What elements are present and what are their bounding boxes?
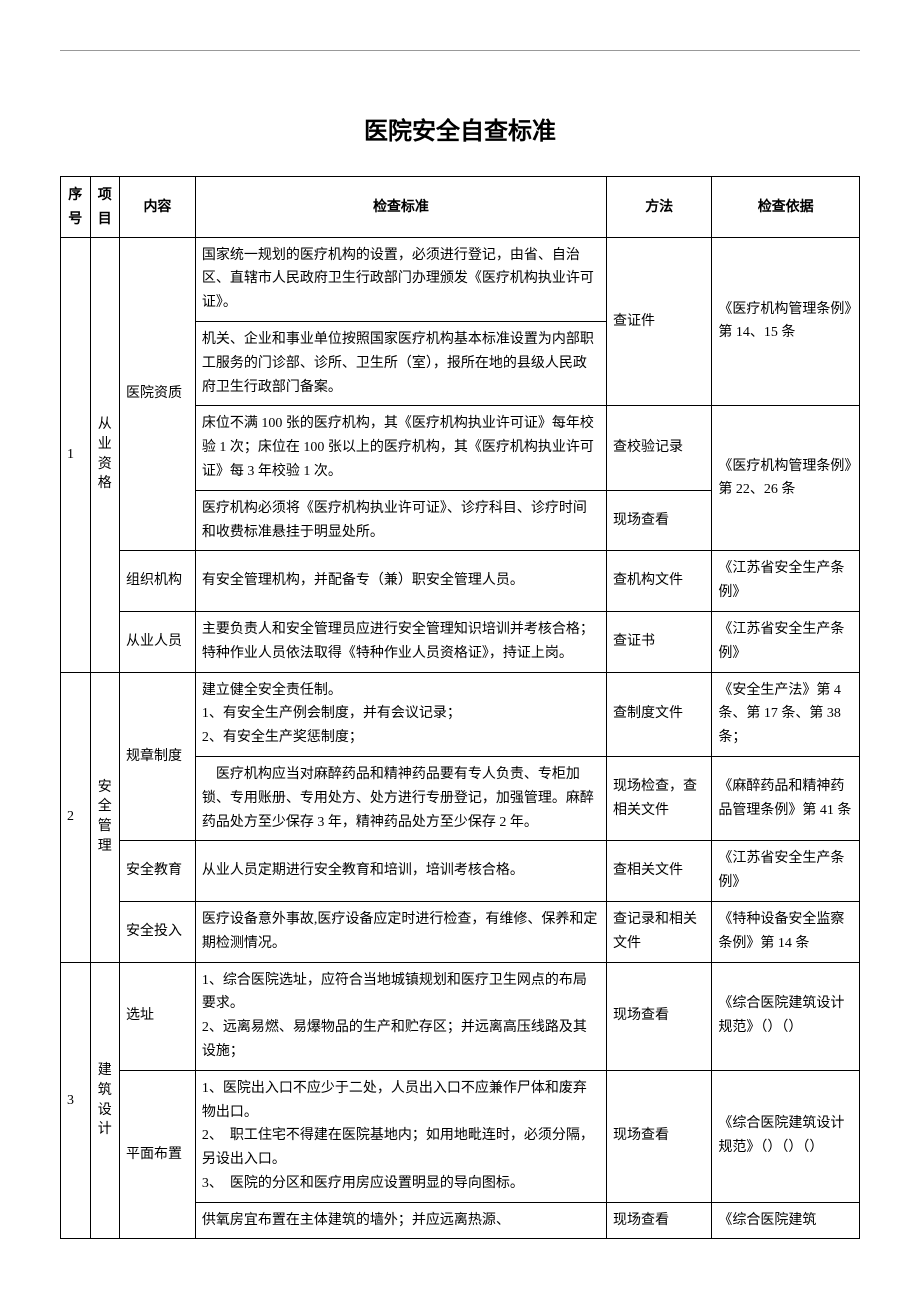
method-cell: 查记录和相关文件 bbox=[606, 901, 711, 962]
standard-cell: 床位不满 100 张的医疗机构，其《医疗机构执业许可证》每年校验 1 次；床位在… bbox=[195, 406, 606, 490]
content-cell: 安全投入 bbox=[120, 901, 196, 962]
basis-cell: 《江苏省安全生产条例》 bbox=[712, 611, 860, 672]
page-title: 医院安全自查标准 bbox=[60, 111, 860, 146]
table-body: 1从业资格医院资质国家统一规划的医疗机构的设置，必须进行登记，由省、自治区、直辖… bbox=[61, 237, 860, 1239]
basis-cell: 《江苏省安全生产条例》 bbox=[712, 551, 860, 612]
table-row: 平面布置1、医院出入口不应少于二处，人员出入口不应兼作尸体和废弃物出口。 2、 … bbox=[61, 1070, 860, 1202]
standard-cell: 机关、企业和事业单位按照国家医疗机构基本标准设置为内部职工服务的门诊部、诊所、卫… bbox=[195, 321, 606, 405]
table-row: 2安全管理规章制度建立健全安全责任制。 1、有安全生产例会制度，并有会议记录； … bbox=[61, 672, 860, 756]
basis-cell: 《特种设备安全监察条例》第 14 条 bbox=[712, 901, 860, 962]
seq-cell: 2 bbox=[61, 672, 91, 962]
method-cell: 现场查看 bbox=[606, 1202, 711, 1239]
table-row: 安全投入医疗设备意外事故,医疗设备应定时进行检查，有维修、保养和定期检测情况。查… bbox=[61, 901, 860, 962]
inspection-table: 序号 项目 内容 检查标准 方法 检查依据 1从业资格医院资质国家统一规划的医疗… bbox=[60, 176, 860, 1239]
content-cell: 安全教育 bbox=[120, 841, 196, 902]
standard-cell: 建立健全安全责任制。 1、有安全生产例会制度，并有会议记录； 2、有安全生产奖惩… bbox=[195, 672, 606, 756]
header-rule bbox=[60, 50, 860, 51]
basis-cell: 《综合医院建筑 bbox=[712, 1202, 860, 1239]
standard-cell: 1、医院出入口不应少于二处，人员出入口不应兼作尸体和废弃物出口。 2、 职工住宅… bbox=[195, 1070, 606, 1202]
content-cell: 规章制度 bbox=[120, 672, 196, 841]
method-cell: 查校验记录 bbox=[606, 406, 711, 490]
table-row: 1从业资格医院资质国家统一规划的医疗机构的设置，必须进行登记，由省、自治区、直辖… bbox=[61, 237, 860, 321]
basis-cell: 《安全生产法》第 4 条、第 17 条、第 38 条； bbox=[712, 672, 860, 756]
method-cell: 查证件 bbox=[606, 237, 711, 406]
table-row: 3建筑设计选址1、综合医院选址，应符合当地城镇规划和医疗卫生网点的布局要求。 2… bbox=[61, 962, 860, 1070]
content-cell: 平面布置 bbox=[120, 1070, 196, 1239]
standard-cell: 有安全管理机构，并配备专（兼）职安全管理人员。 bbox=[195, 551, 606, 612]
basis-cell: 《医疗机构管理条例》第 14、15 条 bbox=[712, 237, 860, 406]
col-seq: 序号 bbox=[61, 177, 91, 238]
item-cell: 建筑设计 bbox=[90, 962, 120, 1239]
item-cell: 安全管理 bbox=[90, 672, 120, 962]
method-cell: 查制度文件 bbox=[606, 672, 711, 756]
col-item: 项目 bbox=[90, 177, 120, 238]
col-content: 内容 bbox=[120, 177, 196, 238]
method-cell: 现场检查，查相关文件 bbox=[606, 756, 711, 840]
method-cell: 查机构文件 bbox=[606, 551, 711, 612]
content-cell: 从业人员 bbox=[120, 611, 196, 672]
standard-cell: 供氧房宜布置在主体建筑的墙外；并应远离热源、 bbox=[195, 1202, 606, 1239]
standard-cell: 主要负责人和安全管理员应进行安全管理知识培训并考核合格； 特种作业人员依法取得《… bbox=[195, 611, 606, 672]
table-row: 组织机构有安全管理机构，并配备专（兼）职安全管理人员。查机构文件《江苏省安全生产… bbox=[61, 551, 860, 612]
item-cell: 从业资格 bbox=[90, 237, 120, 672]
content-cell: 组织机构 bbox=[120, 551, 196, 612]
content-cell: 选址 bbox=[120, 962, 196, 1070]
method-cell: 查相关文件 bbox=[606, 841, 711, 902]
basis-cell: 《江苏省安全生产条例》 bbox=[712, 841, 860, 902]
standard-cell: 1、综合医院选址，应符合当地城镇规划和医疗卫生网点的布局要求。 2、远离易燃、易… bbox=[195, 962, 606, 1070]
page: 医院安全自查标准 序号 项目 内容 检查标准 方法 检查依据 1从业资格医院资质… bbox=[60, 50, 860, 1239]
method-cell: 查证书 bbox=[606, 611, 711, 672]
table-row: 安全教育从业人员定期进行安全教育和培训，培训考核合格。查相关文件《江苏省安全生产… bbox=[61, 841, 860, 902]
col-standard: 检查标准 bbox=[195, 177, 606, 238]
table-row: 从业人员主要负责人和安全管理员应进行安全管理知识培训并考核合格； 特种作业人员依… bbox=[61, 611, 860, 672]
method-cell: 现场查看 bbox=[606, 1070, 711, 1202]
basis-cell: 《综合医院建筑设计规范》（）（） bbox=[712, 962, 860, 1070]
standard-cell: 从业人员定期进行安全教育和培训，培训考核合格。 bbox=[195, 841, 606, 902]
basis-cell: 《医疗机构管理条例》第 22、26 条 bbox=[712, 406, 860, 551]
standard-cell: 医疗机构应当对麻醉药品和精神药品要有专人负责、专柜加锁、专用账册、专用处方、处方… bbox=[195, 756, 606, 840]
method-cell: 现场查看 bbox=[606, 962, 711, 1070]
content-cell: 医院资质 bbox=[120, 237, 196, 551]
standard-cell: 医疗机构必须将《医疗机构执业许可证》、诊疗科目、诊疗时间和收费标准悬挂于明显处所… bbox=[195, 490, 606, 551]
seq-cell: 1 bbox=[61, 237, 91, 672]
standard-cell: 医疗设备意外事故,医疗设备应定时进行检查，有维修、保养和定期检测情况。 bbox=[195, 901, 606, 962]
col-basis: 检查依据 bbox=[712, 177, 860, 238]
method-cell: 现场查看 bbox=[606, 490, 711, 551]
basis-cell: 《麻醉药品和精神药品管理条例》第 41 条 bbox=[712, 756, 860, 840]
col-method: 方法 bbox=[606, 177, 711, 238]
basis-cell: 《综合医院建筑设计规范》（）（）（） bbox=[712, 1070, 860, 1202]
standard-cell: 国家统一规划的医疗机构的设置，必须进行登记，由省、自治区、直辖市人民政府卫生行政… bbox=[195, 237, 606, 321]
table-header-row: 序号 项目 内容 检查标准 方法 检查依据 bbox=[61, 177, 860, 238]
seq-cell: 3 bbox=[61, 962, 91, 1239]
